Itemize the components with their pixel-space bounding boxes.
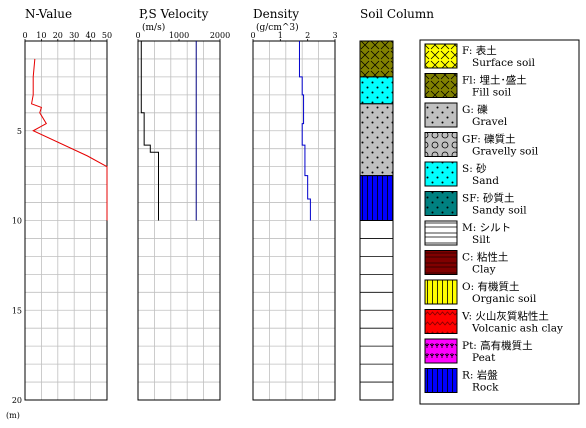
soil-column-title: Soil Column [360,7,434,21]
legend-sublabel: Surface soil [472,57,536,69]
legend-swatch [424,161,458,187]
x-tick-label: 40 [86,31,96,40]
legend-label: M: シルト [462,222,511,234]
soil-layer-R [359,175,394,221]
series-line-2-0 [298,41,311,221]
depth-tick-label: 10 [12,217,22,226]
legend-swatch [424,279,458,305]
legend-label: Fl: 埋土･盛土 [462,74,527,87]
legend-label: C: 粘性土 [462,251,508,264]
x-tick-label: 20 [53,31,63,40]
x-tick-label: 0 [250,31,255,40]
panel-2: 0 1 2 3 [250,31,338,401]
legend-sublabel: Peat [472,352,496,364]
legend-label: O: 有機質土 [462,280,519,293]
legend-swatch [424,191,458,216]
depth-tick-label: 5 [17,127,22,136]
legend-sublabel: Rock [472,382,499,394]
x-tick-label: 0 [22,31,27,40]
x-tick-label: 2 [305,31,310,40]
nvalue-title: N-Value [25,7,72,21]
legend-label: F: 表土 [462,44,497,57]
legend-sublabel: Clay [472,264,496,276]
legend-label: SF: 砂質土 [462,192,514,205]
panel-1: 0 1000 2000 [135,31,230,401]
series-line-0-0 [30,58,108,221]
depth-tick-label: 15 [12,306,22,315]
legend-sublabel: Silt [472,234,491,246]
legend-swatch [424,338,458,364]
legend-sublabel: Gravel [472,116,508,128]
legend-label: GF: 礫質土 [462,133,516,146]
soil-column [359,40,394,401]
legend-label: R: 岩盤 [462,369,498,382]
depth-tick-label: 20 [12,396,22,405]
legend-swatch [424,43,458,69]
depth-unit: (m) [6,411,20,420]
soil-layer-G [359,103,394,177]
soil-column-frame [359,40,394,401]
legend-swatch [424,102,458,128]
soil-layer-Fl [359,40,394,78]
x-tick-label: 10 [36,31,46,40]
x-tick-label: 1 [278,31,283,40]
legend-swatch [424,220,458,246]
velocity-title: P,S Velocity [139,7,209,21]
x-tick-label: 1000 [169,31,189,40]
density-title: Density [253,7,299,21]
legend-sublabel: Gravelly soil [472,146,539,158]
legend-swatch [424,250,458,275]
legend-label: G: 礫 [462,103,488,116]
x-tick-label: 30 [69,31,79,40]
legend-swatch [424,73,458,98]
x-tick-label: 50 [102,31,112,40]
panel-frame [252,40,336,401]
panel-0: 0 10 20 30 40 50 5 10 15 20 [12,31,112,405]
legend-sublabel: Volcanic ash clay [471,323,563,335]
legend-sublabel: Organic soil [472,293,537,305]
series-line-1-0 [140,41,159,221]
x-tick-label: 2000 [210,31,230,40]
legend-swatch [424,368,458,393]
legend-label: Pt: 高有機質土 [462,339,533,352]
legend-swatch [424,309,458,334]
legend-sublabel: Sand [472,175,499,187]
legend-label: S: 砂 [462,162,487,175]
legend-swatch [424,132,458,157]
chart-panels: 0 10 20 30 40 50 5 10 15 20 0 1000 2000 0 1 2 3 [12,31,338,405]
velocity-unit: (m/s) [142,22,165,33]
legend-sublabel: Fill soil [472,87,512,99]
x-tick-label: 0 [135,31,140,40]
legend-label: V: 火山灰質粘性土 [461,310,549,323]
soil-layer-S [359,76,394,105]
legend-sublabel: Sandy soil [472,205,527,217]
density-unit: (g/cm^3) [256,22,299,33]
x-tick-label: 3 [332,31,337,40]
